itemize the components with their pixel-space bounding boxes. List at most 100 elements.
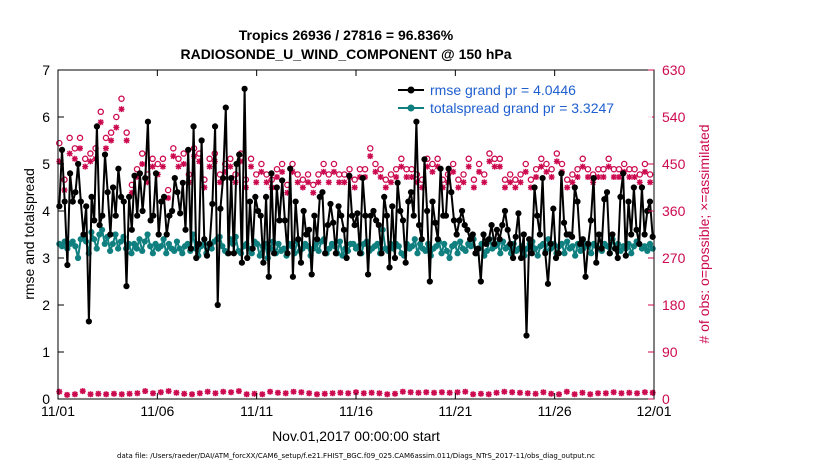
totalspread-point bbox=[219, 243, 226, 250]
totalspread-point bbox=[131, 240, 138, 247]
rmse-point bbox=[641, 231, 648, 238]
obs-count-point bbox=[87, 391, 94, 398]
obs-assimilated-point bbox=[170, 153, 177, 160]
rmse-point bbox=[187, 245, 194, 252]
obs-assimilated-point bbox=[325, 179, 332, 186]
rmse-point bbox=[324, 222, 331, 229]
obs-count-point bbox=[251, 390, 258, 397]
obs-possible-point bbox=[449, 160, 457, 168]
obs-count-point bbox=[516, 389, 523, 396]
obs-assimilated-point bbox=[527, 184, 534, 191]
obs-assimilated-point bbox=[641, 168, 648, 175]
obs-assimilated-point bbox=[227, 163, 234, 170]
rmse-point bbox=[458, 207, 466, 215]
rmse-point bbox=[193, 254, 200, 262]
obs-assimilated-point bbox=[502, 184, 508, 191]
totalspread-point bbox=[409, 243, 416, 250]
obs-possible-point bbox=[558, 160, 566, 168]
rmse-point bbox=[483, 240, 490, 247]
rmse-point bbox=[225, 250, 232, 257]
rmse-point bbox=[109, 184, 117, 191]
rmse-point bbox=[472, 250, 479, 257]
rmse-point bbox=[303, 231, 310, 238]
obs-assimilated-point bbox=[118, 106, 125, 113]
totalspread-point bbox=[109, 240, 116, 247]
rmse-point bbox=[311, 212, 318, 219]
rmse-point bbox=[340, 226, 348, 233]
rmse-point bbox=[617, 193, 624, 200]
rmse-point bbox=[190, 123, 197, 130]
obs-assimilated-point bbox=[248, 163, 255, 170]
totalspread-point bbox=[163, 250, 170, 257]
rmse-point bbox=[273, 184, 280, 191]
rmse-point bbox=[375, 222, 382, 229]
rmse-point bbox=[179, 179, 186, 186]
rmse-point bbox=[410, 212, 417, 219]
obs-assimilated-point bbox=[289, 168, 296, 175]
obs-assimilated-point bbox=[382, 184, 389, 191]
obs-possible-point bbox=[97, 108, 105, 116]
rmse-point bbox=[64, 261, 71, 269]
rmse-point bbox=[577, 240, 584, 247]
rmse-point bbox=[209, 200, 216, 208]
rmse-line bbox=[58, 87, 654, 337]
obs-assimilated-point bbox=[77, 145, 84, 152]
rmse-point bbox=[284, 250, 291, 257]
obs-count-point bbox=[618, 390, 625, 397]
y-right-tick-label: 630 bbox=[662, 62, 686, 78]
obs-assimilated-point bbox=[439, 184, 446, 191]
obs-assimilated-point bbox=[429, 168, 436, 175]
obs-possible-point bbox=[538, 155, 545, 163]
totalspread-point bbox=[558, 240, 565, 247]
obs-count-point bbox=[64, 391, 71, 398]
rmse-point bbox=[228, 175, 235, 182]
totalspread-point bbox=[588, 250, 595, 257]
totalspread-point bbox=[280, 245, 287, 252]
obs-assimilated-point bbox=[149, 163, 156, 170]
obs-assimilated-point bbox=[284, 189, 291, 196]
rmse-point bbox=[134, 212, 141, 219]
obs-count-point bbox=[610, 389, 617, 396]
obs-assimilated-point bbox=[180, 161, 187, 167]
totalspread-point bbox=[454, 250, 461, 257]
totalspread-point bbox=[630, 243, 638, 250]
rmse-point bbox=[61, 198, 68, 205]
y-right-tick-label: 450 bbox=[662, 156, 686, 172]
rmse-point bbox=[603, 189, 611, 196]
obs-possible-point bbox=[66, 134, 73, 142]
obs-assimilated-point bbox=[113, 124, 120, 131]
rmse-point bbox=[480, 231, 487, 238]
y-right-axis-label: # of obs: o=possible; ×=assimilated bbox=[696, 124, 712, 343]
rmse-point bbox=[236, 151, 243, 158]
rmse-point bbox=[491, 240, 498, 247]
rmse-point bbox=[58, 146, 66, 153]
obs-possible-point bbox=[392, 165, 400, 173]
obs-count-point bbox=[407, 389, 414, 396]
totalspread-point bbox=[411, 236, 418, 243]
obs-assimilated-point bbox=[450, 168, 457, 175]
rmse-point bbox=[507, 240, 514, 247]
x-tick-label: 11/26 bbox=[538, 403, 572, 419]
obs-count-point bbox=[79, 388, 86, 395]
obs-assimilated-point bbox=[66, 150, 73, 157]
totalspread-point bbox=[564, 238, 571, 245]
rmse-point bbox=[413, 118, 420, 125]
rmse-point bbox=[501, 207, 509, 215]
totalspread-point bbox=[443, 247, 450, 255]
totalspread-point bbox=[72, 243, 79, 250]
obs-assimilated-point bbox=[97, 119, 104, 126]
rmse-point bbox=[150, 212, 157, 219]
totalspread-point bbox=[462, 247, 469, 255]
obs-possible-point bbox=[367, 145, 374, 152]
obs-count-point bbox=[384, 391, 391, 398]
obs-count-point bbox=[438, 389, 445, 396]
obs-assimilated-point bbox=[310, 189, 317, 196]
totalspread-point bbox=[128, 250, 135, 257]
rmse-point bbox=[241, 85, 248, 92]
obs-possible-point bbox=[170, 145, 177, 152]
obs-possible-point bbox=[615, 165, 623, 173]
totalspread-point bbox=[112, 231, 119, 238]
obs-possible-point bbox=[496, 155, 504, 163]
obs-assimilated-point bbox=[512, 184, 519, 191]
obs-possible-point bbox=[517, 171, 524, 178]
